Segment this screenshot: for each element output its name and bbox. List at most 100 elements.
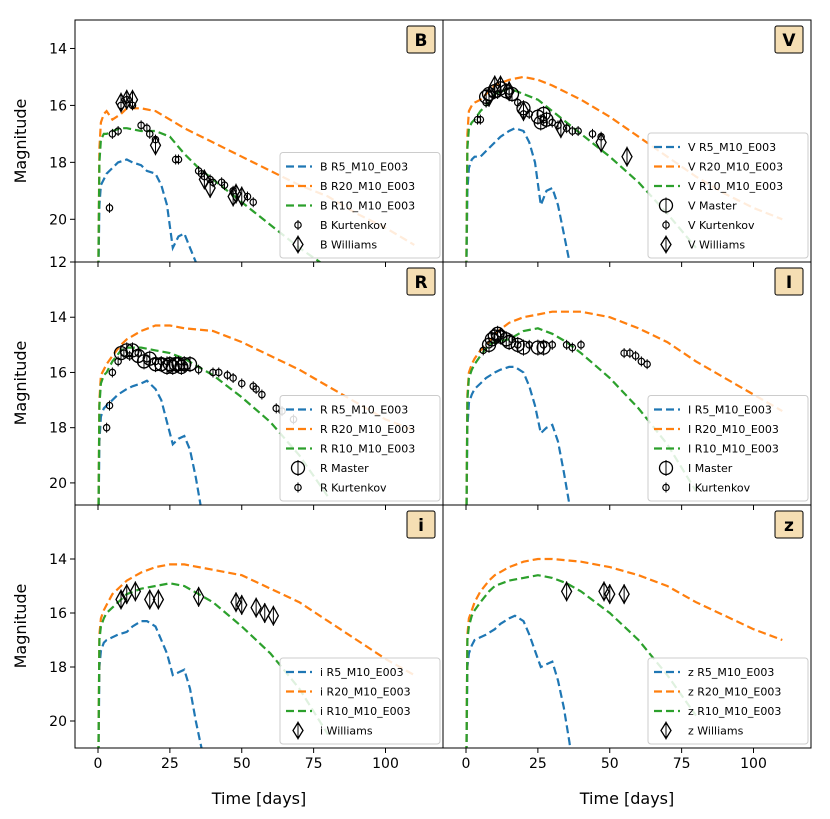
legend-marker — [658, 198, 674, 213]
obs-point — [548, 341, 557, 349]
x-tick-label: 100 — [372, 756, 399, 772]
obs-point — [126, 89, 139, 111]
legend-label: I Kurtenkov — [688, 482, 751, 495]
obs-point — [618, 583, 630, 605]
obs-point — [595, 132, 607, 153]
obs-point — [143, 354, 151, 363]
legend-marker — [294, 483, 302, 492]
panel-frame — [442, 504, 812, 749]
obs-point — [220, 181, 229, 189]
band-label-box — [406, 267, 436, 296]
plot-area — [97, 324, 415, 505]
x-tick-label: 50 — [601, 756, 619, 772]
legend-marker — [294, 221, 302, 229]
obs-point — [525, 341, 534, 349]
obs-point — [249, 198, 258, 207]
legend-marker — [290, 460, 306, 476]
obs-point — [604, 583, 616, 605]
obs-point — [513, 98, 522, 107]
model-line-r20 — [465, 310, 783, 505]
legend-label: z R5_M10_E003 — [688, 666, 774, 679]
legend-label: i R20_M10_E003 — [320, 686, 411, 699]
y-tick-label: 12 — [49, 255, 67, 271]
legend-label: V R5_M10_E003 — [688, 141, 776, 154]
y-tick-label: 14 — [49, 41, 67, 57]
obs-point — [252, 385, 260, 393]
obs-point — [489, 75, 501, 96]
obs-point — [163, 357, 171, 366]
obs-point — [114, 127, 122, 135]
legend-label: B R20_M10_E003 — [320, 180, 415, 193]
legend-box — [647, 395, 809, 502]
legend-box — [279, 657, 441, 745]
obs-point — [499, 332, 514, 347]
legend-label: R R20_M10_E003 — [320, 423, 415, 436]
obs-point — [479, 346, 488, 355]
legend-box — [279, 152, 441, 259]
model-line-r5 — [465, 614, 572, 748]
obs-point — [539, 341, 548, 349]
obs-point — [152, 589, 165, 610]
obs-point — [267, 605, 280, 627]
obs-point — [105, 204, 114, 212]
y-tick-label: 18 — [49, 660, 67, 676]
model-line-r5 — [97, 619, 203, 748]
obs-point — [476, 115, 485, 124]
y-tick-label: 14 — [49, 310, 67, 326]
obs-point — [144, 589, 156, 610]
y-tick-label: 20 — [49, 212, 67, 228]
obs-point — [513, 341, 522, 349]
obs-point — [194, 365, 203, 374]
obs-point — [180, 363, 189, 371]
panel-I: I I R5_M10_E003 I R20_M10_E003 I R10_M10_E0… — [442, 261, 812, 510]
obs-point — [143, 124, 151, 132]
obs-point — [525, 110, 534, 118]
legend-label: I R20_M10_E003 — [688, 423, 779, 436]
legend-label: B R5_M10_E003 — [320, 161, 408, 174]
y-tick-label: 16 — [49, 365, 67, 381]
obs-point — [250, 597, 262, 618]
model-line-r10 — [465, 87, 697, 262]
plot-area — [465, 75, 783, 262]
legend-label: R R5_M10_E003 — [320, 404, 408, 417]
obs-point — [209, 368, 217, 377]
y-tick-label: 16 — [49, 606, 67, 622]
x-tick-label: 75 — [305, 756, 323, 772]
y-axis-title: Magnitude — [11, 341, 30, 426]
model-line-r10 — [465, 327, 697, 505]
x-tick-label: 50 — [233, 756, 251, 772]
x-tick-label: 100 — [740, 756, 767, 772]
obs-point — [243, 192, 252, 201]
y-tick-label: 16 — [49, 98, 67, 114]
model-line-r5 — [97, 379, 202, 505]
x-tick-label: 75 — [673, 756, 691, 772]
legend-marker — [292, 721, 304, 740]
obs-point — [548, 118, 557, 127]
band-label-box — [406, 510, 436, 539]
band-label: R — [414, 273, 427, 293]
obs-point — [643, 360, 651, 368]
obs-point — [588, 130, 597, 138]
x-tick-label: 0 — [94, 756, 103, 772]
obs-point — [229, 374, 237, 382]
band-label-box — [774, 25, 804, 54]
obs-point — [236, 594, 248, 616]
legend-label: V R20_M10_E003 — [688, 161, 783, 174]
model-line-r20 — [465, 557, 783, 748]
obs-point — [631, 352, 640, 360]
model-line-r10 — [465, 574, 697, 748]
legend-label: I R5_M10_E003 — [688, 404, 772, 417]
obs-point — [568, 127, 577, 135]
obs-point — [149, 134, 162, 156]
model-line-r20 — [465, 75, 783, 262]
band-label: I — [786, 273, 792, 293]
band-label-box — [406, 25, 436, 54]
obs-point — [258, 390, 266, 399]
legend-label: B Kurtenkov — [320, 219, 387, 232]
plot-area — [97, 563, 415, 748]
model-line-r10 — [97, 346, 329, 505]
legend-label: R R10_M10_E003 — [320, 443, 415, 456]
x-axis-title: Time [days] — [211, 789, 307, 808]
